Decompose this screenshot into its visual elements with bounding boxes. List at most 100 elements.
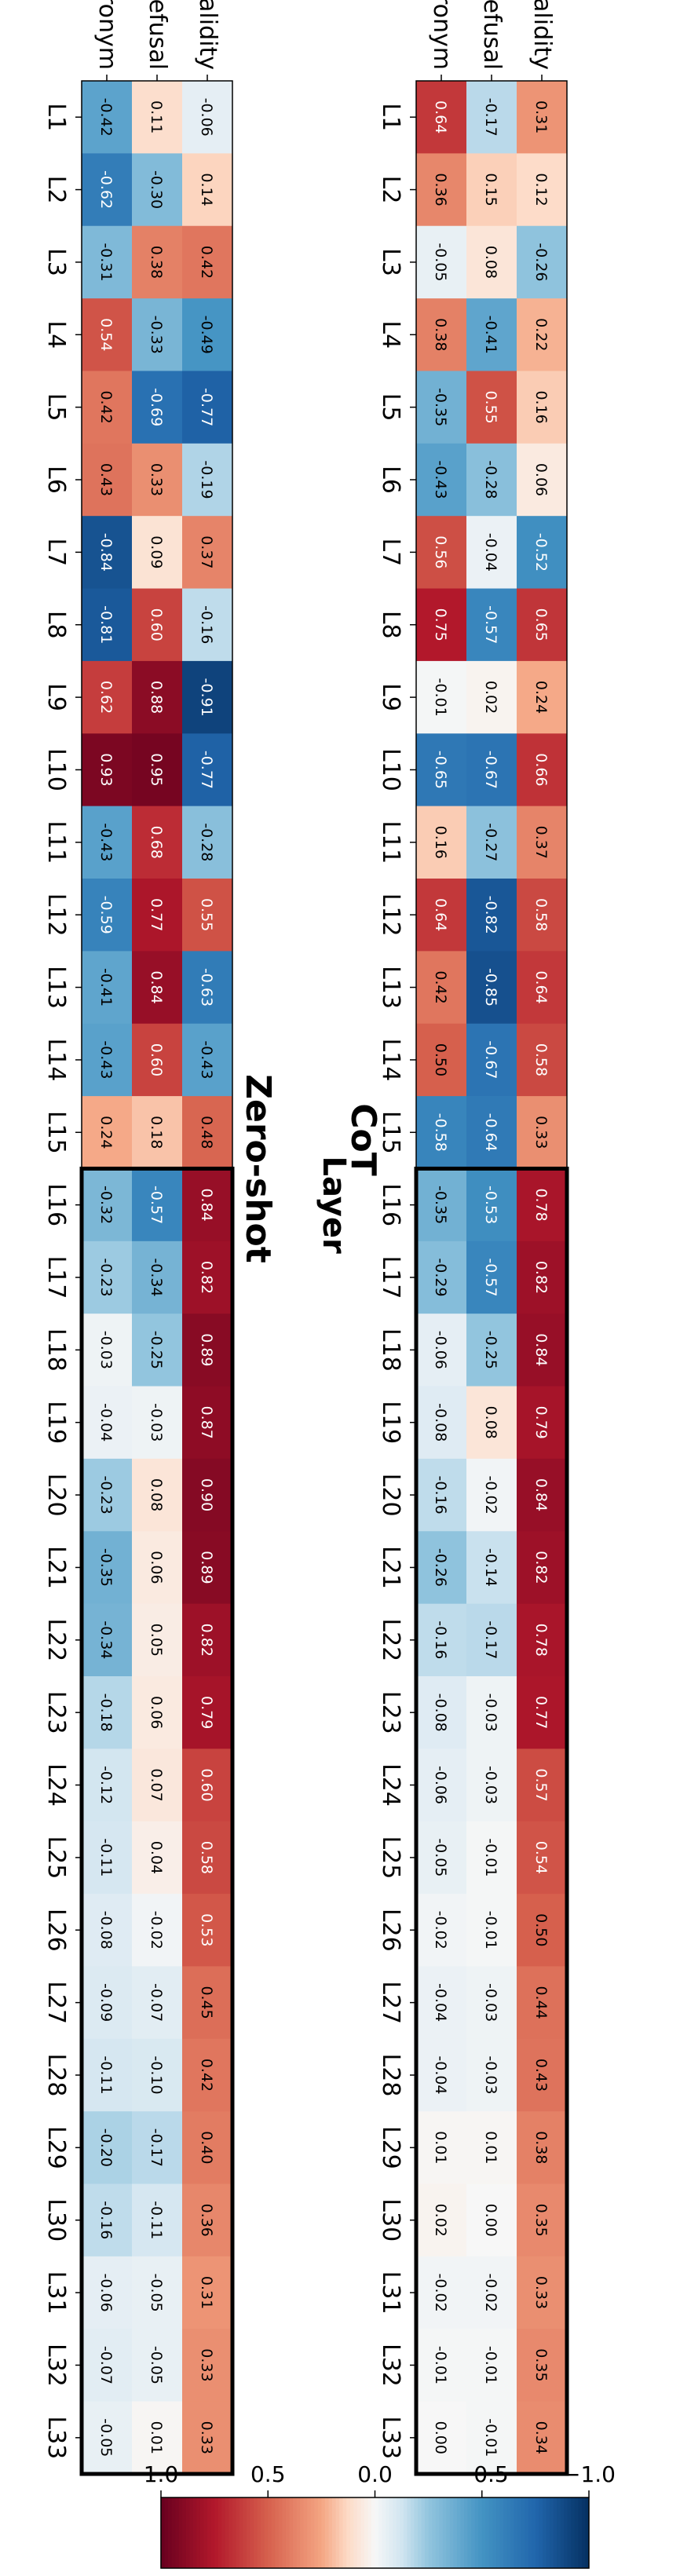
heatmap-cell — [81, 2329, 132, 2402]
heatmap-cell — [466, 2038, 517, 2112]
layer-tick-label: L13 — [377, 966, 404, 1009]
layer-tick-label: L26 — [42, 1909, 70, 1952]
heatmap-cell — [466, 2183, 517, 2257]
colorbar-segment — [338, 2497, 343, 2568]
colorbar-segment — [335, 2497, 340, 2568]
cell-value-label: 0.56 — [432, 535, 449, 568]
heatmap-cell — [516, 588, 567, 662]
heatmap-cell — [181, 2329, 232, 2402]
colorbar-segment — [274, 2497, 279, 2568]
heatmap-cell — [181, 1821, 232, 1895]
cell-value-label: -0.16 — [198, 605, 215, 644]
heatmap-cell — [131, 660, 182, 734]
layer-tick-label: L17 — [377, 1256, 404, 1299]
layer-tick-label: L17 — [42, 1256, 70, 1299]
layer-tick-label: L22 — [42, 1618, 70, 1661]
cell-value-label: -0.08 — [432, 1694, 449, 1732]
colorbar-segment — [556, 2497, 561, 2568]
colorbar-segment — [488, 2497, 493, 2568]
heatmap-cell — [181, 298, 232, 371]
layer-tick-label: L6 — [42, 466, 70, 494]
colorbar-segment — [474, 2497, 479, 2568]
layer-tick-label: L27 — [42, 1981, 70, 2024]
colorbar-segment — [235, 2497, 239, 2568]
heatmap-cell — [415, 371, 466, 444]
cell-value-label: 0.44 — [532, 1986, 550, 2019]
heatmap-cell — [131, 2111, 182, 2185]
heatmap-cell — [181, 1966, 232, 2040]
cell-value-label: -0.12 — [97, 1766, 115, 1804]
cell-value-label: -0.17 — [148, 2128, 165, 2167]
layer-tick-label: L14 — [377, 1038, 404, 1081]
cell-value-label: 0.50 — [432, 1043, 449, 1076]
heatmap-cell — [131, 951, 182, 1025]
colorbar-segment — [260, 2497, 265, 2568]
heatmap-cell — [415, 81, 466, 154]
heatmap-cell — [131, 1458, 182, 1532]
colorbar-segment — [385, 2497, 389, 2568]
cell-value-label: 0.95 — [148, 753, 165, 786]
heatmap-cell — [516, 2183, 567, 2257]
heatmap-cell — [181, 2038, 232, 2112]
heatmap-cell — [415, 516, 466, 590]
heatmap-cell — [131, 1748, 182, 1822]
cell-value-label: -0.10 — [148, 2055, 165, 2094]
heatmap-cell — [131, 371, 182, 444]
cell-value-label: -0.02 — [482, 2274, 499, 2312]
layer-tick-label: L4 — [377, 320, 404, 349]
colorbar-segment — [345, 2497, 350, 2568]
cell-value-label: 0.31 — [198, 2276, 215, 2309]
layer-tick-label: L25 — [377, 1836, 404, 1879]
colorbar-segment — [574, 2497, 579, 2568]
heatmap-cell — [181, 2111, 232, 2185]
heatmap-cell — [516, 1676, 567, 1749]
heatmap-cell — [131, 1821, 182, 1895]
heatmap-cell — [131, 1023, 182, 1097]
cell-value-label: -0.07 — [97, 2346, 115, 2384]
heatmap-cell — [81, 1240, 132, 1314]
heatmap-cell — [415, 1023, 466, 1097]
layer-tick-label: L7 — [377, 538, 404, 566]
cell-value-label: 0.75 — [432, 608, 449, 641]
colorbar-segment — [506, 2497, 511, 2568]
cell-value-label: -0.23 — [97, 1258, 115, 1296]
colorbar-segment — [320, 2497, 325, 2568]
cell-value-label: 0.82 — [532, 1261, 550, 1294]
colorbar-segment — [188, 2497, 193, 2568]
cell-value-label: 0.01 — [482, 2131, 499, 2164]
heatmap-cell — [516, 733, 567, 807]
layer-tick-label: L11 — [42, 820, 70, 864]
colorbar-segment — [163, 2497, 169, 2568]
colorbar-segment — [577, 2497, 582, 2568]
layer-tick-label: L9 — [377, 683, 404, 711]
colorbar-segment — [484, 2497, 489, 2568]
layer-tick-label: L28 — [42, 2054, 70, 2097]
cell-value-label: 0.55 — [198, 898, 215, 931]
layer-tick-label: L29 — [42, 2126, 70, 2169]
heatmap-cell — [516, 1603, 567, 1677]
colorbar-segment — [349, 2497, 354, 2568]
colorbar-segment — [542, 2497, 547, 2568]
cell-value-label: -0.32 — [97, 1186, 115, 1224]
cell-value-label: 0.37 — [532, 826, 550, 859]
heatmap-cell — [466, 879, 517, 952]
heatmap-cell — [181, 588, 232, 662]
heatmap-cell — [81, 1603, 132, 1677]
heatmap-cell — [131, 2256, 182, 2329]
colorbar-segment — [292, 2497, 297, 2568]
layer-tick-label: L8 — [377, 611, 404, 639]
cell-value-label: -0.34 — [97, 1621, 115, 1659]
colorbar-segment — [174, 2497, 179, 2568]
colorbar-segment — [560, 2497, 565, 2568]
cell-value-label: 0.78 — [532, 1624, 550, 1657]
cell-value-label: 0.90 — [198, 1478, 215, 1511]
cell-value-label: -0.23 — [97, 1476, 115, 1515]
colorbar-segment — [466, 2497, 472, 2568]
heatmap-cell — [516, 516, 567, 590]
heatmap-cell — [415, 1894, 466, 1967]
heatmap-cell — [81, 443, 132, 517]
cell-value-label: -0.14 — [482, 1548, 499, 1587]
heatmap-cell — [131, 1314, 182, 1387]
colorbar-segment — [584, 2497, 589, 2568]
heatmap-cell — [415, 1531, 466, 1605]
